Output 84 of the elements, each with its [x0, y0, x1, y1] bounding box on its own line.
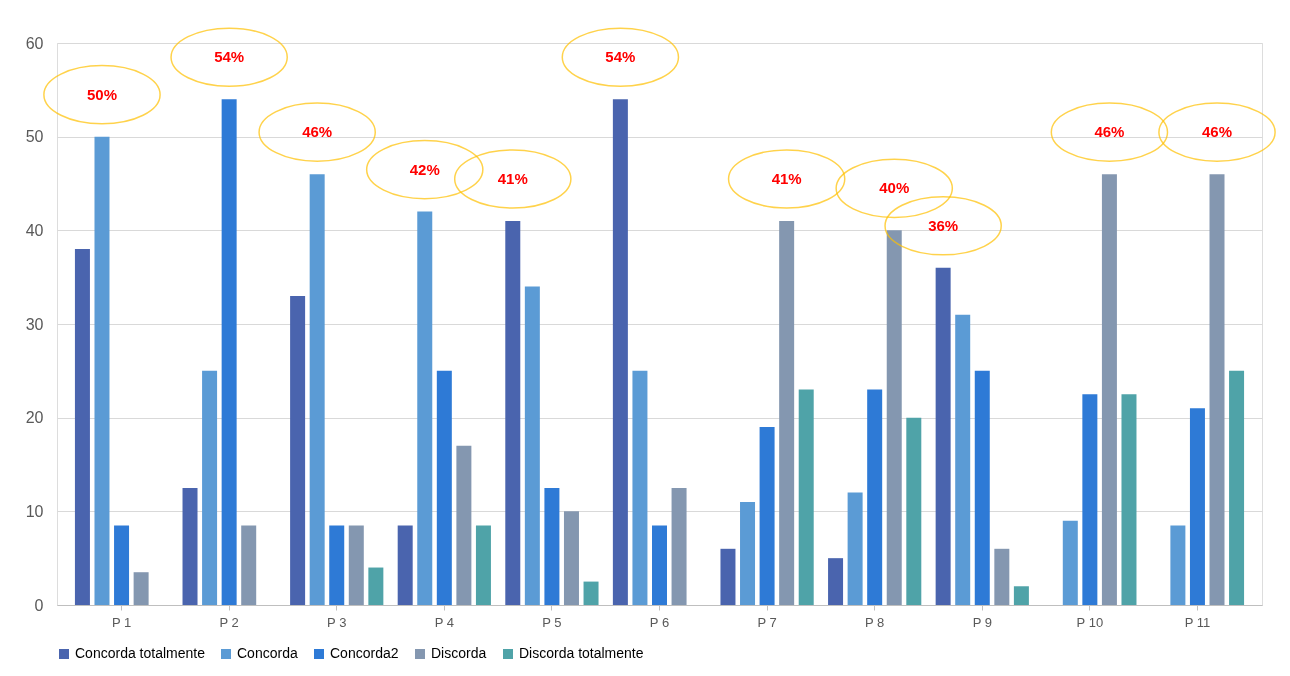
legend-label: Concorda2	[330, 645, 399, 661]
bar	[505, 220, 521, 605]
bar	[1229, 370, 1245, 605]
y-tick-label: 40	[25, 221, 44, 239]
y-tick-label: 0	[34, 596, 44, 614]
x-tick-label: P 8	[865, 614, 885, 630]
bar	[828, 558, 844, 605]
bar	[1189, 408, 1205, 605]
bar	[867, 389, 883, 605]
x-tick-label: P 5	[542, 614, 562, 630]
bar	[779, 220, 795, 605]
y-tick-label: 20	[25, 409, 44, 427]
x-tick-label: P 3	[327, 614, 347, 630]
bar	[1170, 525, 1186, 605]
bar	[114, 525, 130, 605]
bar	[955, 314, 971, 605]
bar	[798, 389, 814, 605]
bar	[290, 295, 306, 605]
x-tick-label: P 9	[972, 614, 992, 630]
annotation: 46%	[1094, 123, 1125, 141]
bar	[94, 136, 110, 605]
bar	[612, 99, 628, 605]
annotation: 41%	[771, 169, 802, 187]
x-tick-label: P 6	[649, 614, 670, 630]
bar	[632, 370, 648, 605]
bar	[475, 525, 491, 605]
bar	[886, 230, 902, 605]
x-tick-label: P 7	[757, 614, 777, 630]
bar	[906, 417, 922, 605]
legend-label: Discorda	[431, 645, 487, 661]
bar	[740, 501, 756, 605]
x-tick-label: P 4	[434, 614, 454, 630]
bar	[1209, 174, 1225, 605]
bar	[720, 548, 736, 605]
annotation: 40%	[879, 179, 910, 197]
bar	[544, 487, 560, 605]
bar	[133, 572, 149, 605]
annotation: 54%	[214, 48, 245, 66]
annotation: 46%	[302, 123, 333, 141]
bar	[241, 525, 257, 605]
bar	[221, 99, 237, 605]
annotation: 46%	[1201, 123, 1233, 141]
bar	[309, 174, 325, 605]
bar	[847, 492, 863, 605]
annotation: 41%	[497, 169, 528, 187]
bar	[1013, 586, 1029, 605]
legend-label: Concorda	[237, 645, 298, 661]
annotation: 36%	[928, 216, 959, 234]
bar	[348, 525, 364, 605]
bar	[397, 525, 413, 605]
bar	[759, 427, 775, 605]
legend-label: Concorda totalmente	[75, 645, 206, 661]
bar	[202, 370, 218, 605]
bar	[994, 548, 1010, 605]
bar	[329, 525, 345, 605]
bar	[417, 211, 433, 605]
bar	[524, 286, 540, 605]
annotation: 54%	[605, 48, 636, 66]
bar	[563, 511, 579, 605]
bar	[583, 581, 599, 605]
bar	[974, 370, 990, 605]
bar	[1062, 520, 1078, 605]
bar	[652, 525, 667, 605]
x-tick-label: P 2	[219, 614, 239, 630]
annotation: 42%	[409, 160, 440, 178]
bar	[436, 370, 452, 605]
bar	[456, 445, 472, 605]
bar	[935, 267, 951, 605]
y-tick-label: 60	[25, 34, 44, 52]
bar	[1101, 174, 1117, 605]
y-tick-label: 10	[25, 502, 44, 520]
legend-label: Discorda totalmente	[519, 645, 644, 661]
x-tick-label: P 1	[111, 614, 132, 630]
annotation: 50%	[86, 85, 118, 103]
x-tick-label: P 11	[1184, 614, 1211, 630]
x-tick-label: P 10	[1076, 614, 1104, 630]
bar	[1082, 394, 1098, 605]
y-tick-label: 30	[25, 315, 44, 333]
bar	[182, 487, 198, 605]
y-tick-label: 50	[25, 128, 44, 146]
bar	[671, 487, 687, 605]
bar	[74, 249, 90, 605]
bar	[368, 567, 384, 605]
bar	[1121, 394, 1137, 605]
